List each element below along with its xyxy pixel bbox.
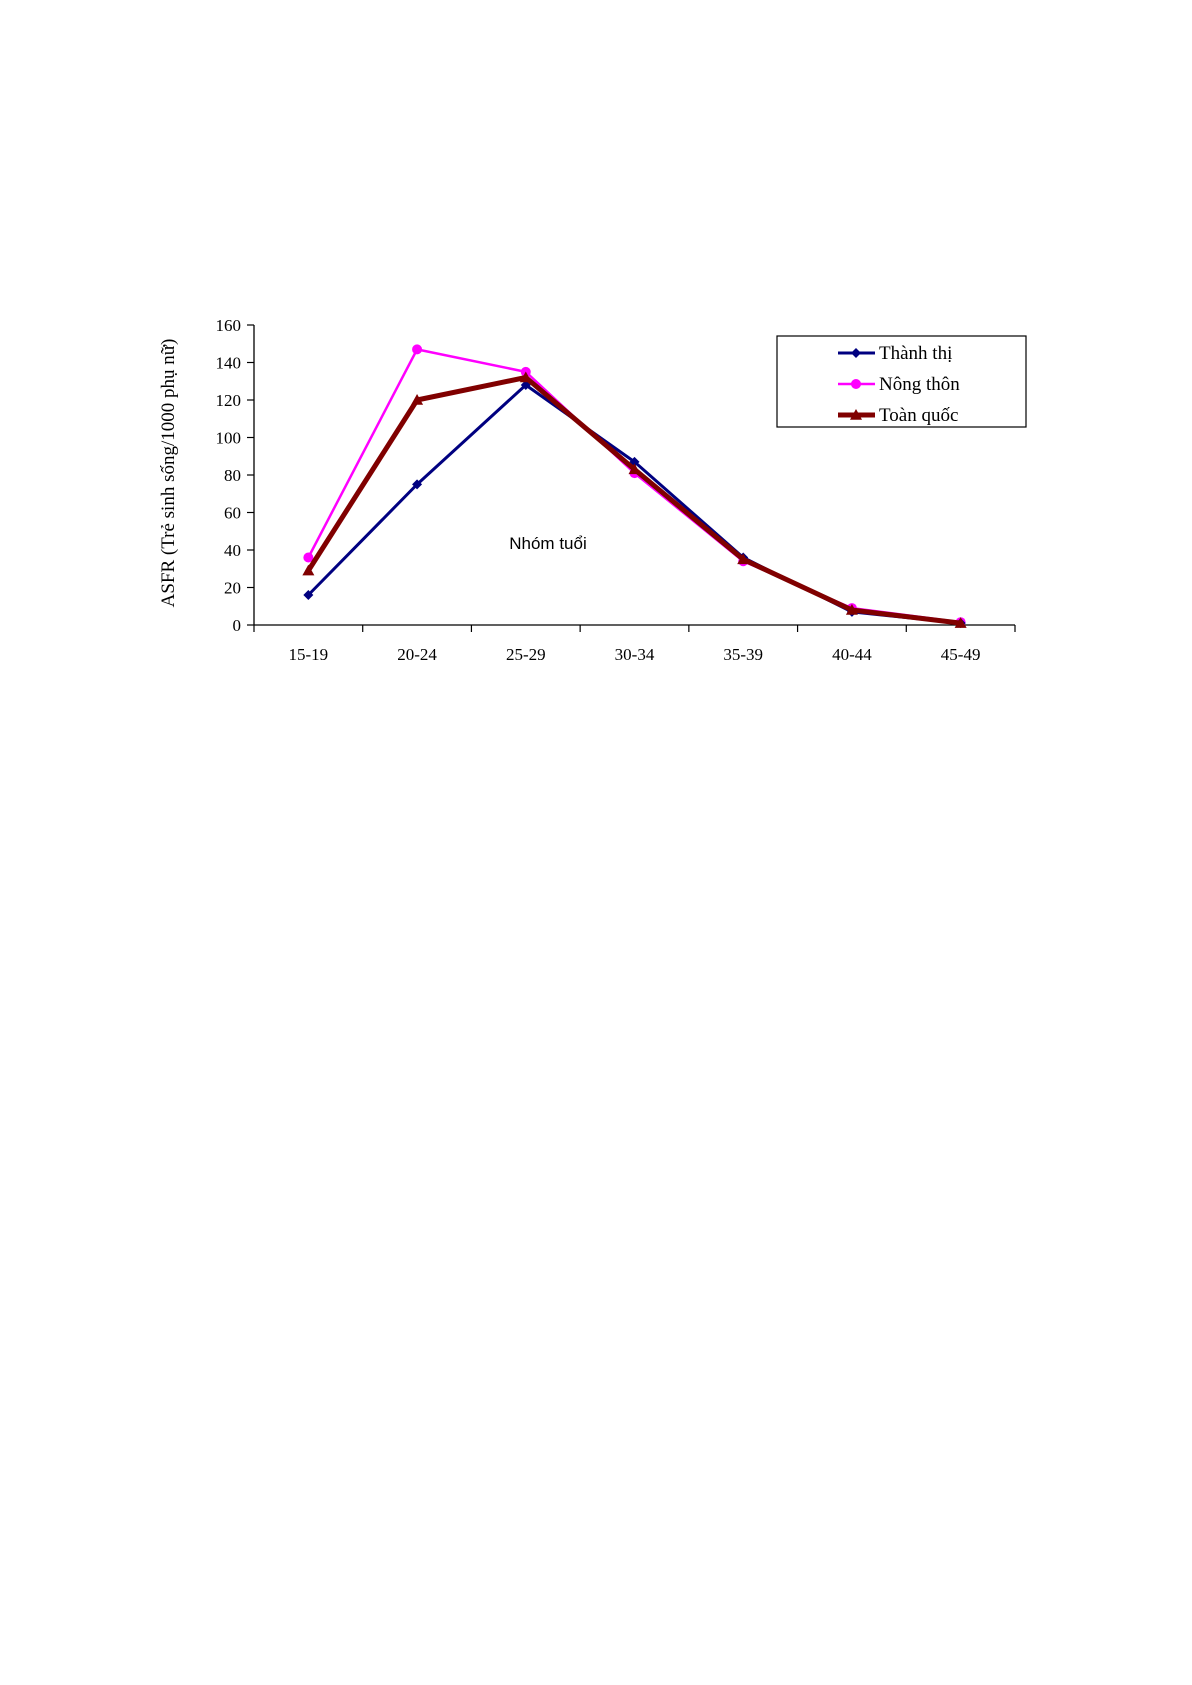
y-tick-label: 160	[216, 316, 242, 335]
series-2-point	[302, 564, 315, 576]
x-tick-label: 40-44	[832, 645, 872, 664]
series-2-point	[519, 371, 532, 383]
y-tick-label: 40	[224, 541, 241, 560]
x-axis-ticks: 15-19 20-24 25-29 30-34 35-39 40-44 45-49	[253, 625, 1016, 664]
series-0-point	[303, 590, 314, 600]
series-1-point	[303, 552, 314, 563]
legend-swatch-marker	[851, 379, 861, 389]
y-tick-label: 140	[216, 354, 242, 373]
series-2-point	[737, 553, 750, 565]
series-2-point	[628, 463, 641, 475]
x-tick-label: 15-19	[289, 645, 329, 664]
annotation-nhom-tuoi: Nhóm tuổi	[509, 534, 586, 553]
legend-swatch-marker	[850, 409, 862, 420]
x-tick-label: 30-34	[615, 645, 655, 664]
x-tick-label: 25-29	[506, 645, 546, 664]
legend-items: Thành thị Nông thôn Toàn quốc	[838, 343, 960, 426]
series-2-point	[954, 617, 967, 628]
y-tick-label: 0	[233, 616, 242, 635]
y-axis-ticks: 0 20 40 60 80 100 120 140 160	[216, 316, 254, 635]
series-1-point	[412, 344, 423, 355]
y-tick-label: 80	[224, 466, 241, 485]
series-2-point	[411, 394, 424, 405]
x-tick-label: 45-49	[941, 645, 981, 664]
legend-box	[776, 335, 1027, 428]
series-2-point	[845, 604, 858, 615]
y-tick-label: 120	[216, 391, 242, 410]
legend-swatch-marker	[851, 348, 861, 358]
legend-label: Thành thị	[879, 343, 952, 364]
series-0-point	[412, 479, 423, 490]
x-tick-label: 20-24	[397, 645, 437, 664]
y-axis-title: ASFR (Trẻ sinh sống/1000 phụ nữ)	[158, 339, 179, 608]
y-tick-label: 20	[224, 579, 241, 598]
legend-label: Toàn quốc	[879, 405, 958, 426]
x-tick-label: 35-39	[723, 645, 763, 664]
y-tick-label: 100	[216, 429, 242, 448]
series-group	[302, 344, 967, 629]
legend: Thành thị Nông thôn Toàn quốc	[776, 335, 1027, 428]
y-tick-label: 60	[224, 504, 241, 523]
legend-label: Nông thôn	[879, 374, 960, 395]
